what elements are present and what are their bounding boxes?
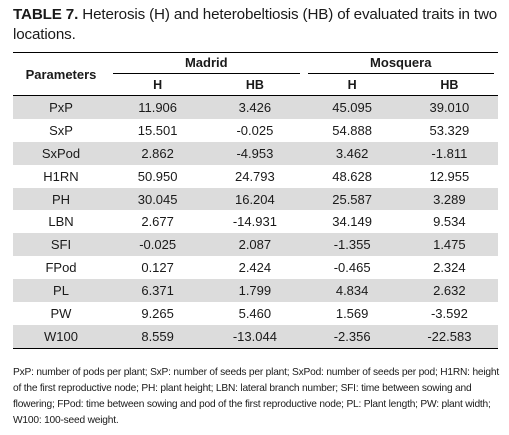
table-row: PW 9.265 5.460 1.569 -3.592 [13, 302, 498, 325]
table-row: W100 8.559 -13.044 -2.356 -22.583 [13, 324, 498, 349]
parameter-cell: PH [13, 187, 109, 211]
table-footnote: PxP: number of pods per plant; SxP: numb… [13, 367, 499, 426]
parameter-cell: LBN [48, 214, 74, 230]
madrid-hb-cell: 16.204 [206, 187, 304, 211]
parameters-header: Parameters [13, 52, 109, 96]
parameter-cell: FPod [45, 260, 77, 276]
mosquera-hb-cell: -22.583 [400, 324, 498, 349]
madrid-hb-cell: 2.087 [206, 233, 304, 257]
mosquera-hb-cell: -1.811 [400, 141, 498, 165]
madrid-h-cell: 8.559 [109, 324, 207, 349]
mosquera-h-cell: 34.149 [332, 214, 372, 230]
madrid-hb-cell: 1.799 [206, 279, 304, 303]
madrid-h-cell: 15.501 [137, 122, 178, 138]
parameter-cell: PW [50, 305, 72, 321]
mosquera-hb-cell: 2.324 [433, 260, 466, 276]
mosquera-hb-cell: 3.289 [400, 187, 498, 211]
mosquera-h-cell: 4.834 [303, 279, 401, 303]
madrid-hb-cell: -13.044 [206, 324, 304, 349]
madrid-h-cell: -0.025 [109, 233, 207, 257]
subheader-mosquera-h: H [303, 74, 401, 96]
heterosis-table: Parameters Madrid Mosquera H HB H HB PxP… [13, 52, 498, 349]
parameter-cell: SxPod [13, 141, 109, 165]
madrid-hb-cell: -0.025 [236, 122, 274, 138]
mosquera-h-cell: 48.628 [332, 168, 372, 184]
parameter-cell: SxP [49, 122, 73, 138]
group-header-mosquera: Mosquera [303, 52, 498, 74]
madrid-h-cell: 0.127 [141, 260, 174, 276]
madrid-h-cell: 50.950 [137, 168, 178, 184]
table-caption: TABLE 7. Heterosis (H) and heterobeltios… [13, 5, 503, 44]
table-row: PxP 11.906 3.426 45.095 39.010 [13, 95, 498, 119]
mosquera-hb-cell: 39.010 [400, 95, 498, 119]
table-row: SFI -0.025 2.087 -1.355 1.475 [13, 233, 498, 257]
subheader-madrid-hb: HB [206, 74, 304, 96]
mosquera-h-cell: -2.356 [303, 324, 401, 349]
mosquera-hb-cell: 9.534 [433, 214, 466, 230]
parameter-cell: PL [13, 279, 109, 303]
mosquera-h-cell: 25.587 [303, 187, 401, 211]
group-header-madrid: Madrid [109, 52, 304, 74]
madrid-h-cell: 2.677 [141, 214, 174, 230]
parameter-cell: W100 [13, 324, 109, 349]
table-body: PxP 11.906 3.426 45.095 39.010 SxP 15.501 -0.02… [13, 95, 498, 349]
parameter-cell: H1RN [43, 168, 79, 184]
table-row: PL 6.371 1.799 4.834 2.632 [13, 279, 498, 303]
mosquera-hb-cell: 12.955 [429, 168, 470, 184]
madrid-h-cell: 9.265 [141, 305, 174, 321]
madrid-hb-cell: 5.460 [238, 305, 272, 321]
mosquera-h-cell: -1.355 [303, 233, 401, 257]
table-row: SxP 15.501 -0.025 54.888 53.329 [13, 119, 498, 142]
madrid-hb-cell: 3.426 [206, 95, 304, 119]
table-row: FPod 0.127 2.424 -0.465 2.324 [13, 256, 498, 279]
subheader-madrid-h: H [109, 74, 207, 96]
table-row: PH 30.045 16.204 25.587 3.289 [13, 187, 498, 211]
mosquera-hb-cell: 53.329 [429, 122, 470, 138]
mosquera-h-cell: 45.095 [303, 95, 401, 119]
mosquera-hb-cell: 2.632 [400, 279, 498, 303]
madrid-hb-cell: 24.793 [234, 168, 275, 184]
madrid-hb-cell: 2.424 [238, 260, 272, 276]
table-row: SxPod 2.862 -4.953 3.462 -1.811 [13, 141, 498, 165]
table-row: LBN 2.677 -14.931 34.149 9.534 [13, 210, 498, 233]
madrid-h-cell: 2.862 [109, 141, 207, 165]
table-row: H1RN 50.950 24.793 48.628 12.955 [13, 165, 498, 188]
madrid-hb-cell: -4.953 [206, 141, 304, 165]
mosquera-hb-cell: 1.475 [400, 233, 498, 257]
madrid-h-cell: 30.045 [109, 187, 207, 211]
mosquera-h-cell: 3.462 [303, 141, 401, 165]
parameter-cell: PxP [13, 95, 109, 119]
mosquera-h-cell: -0.465 [333, 260, 371, 276]
mosquera-h-cell: 54.888 [332, 122, 372, 138]
subheader-mosquera-hb: HB [400, 74, 498, 96]
table-caption-text: Heterosis (H) and heterobeltiosis (HB) o… [13, 6, 498, 43]
madrid-h-cell: 6.371 [109, 279, 207, 303]
mosquera-h-cell: 1.569 [335, 305, 369, 321]
madrid-hb-cell: -14.931 [232, 214, 277, 230]
table-label: TABLE 7. [13, 6, 79, 23]
parameter-cell: SFI [13, 233, 109, 257]
mosquera-hb-cell: -3.592 [430, 305, 468, 321]
madrid-h-cell: 11.906 [109, 95, 207, 119]
